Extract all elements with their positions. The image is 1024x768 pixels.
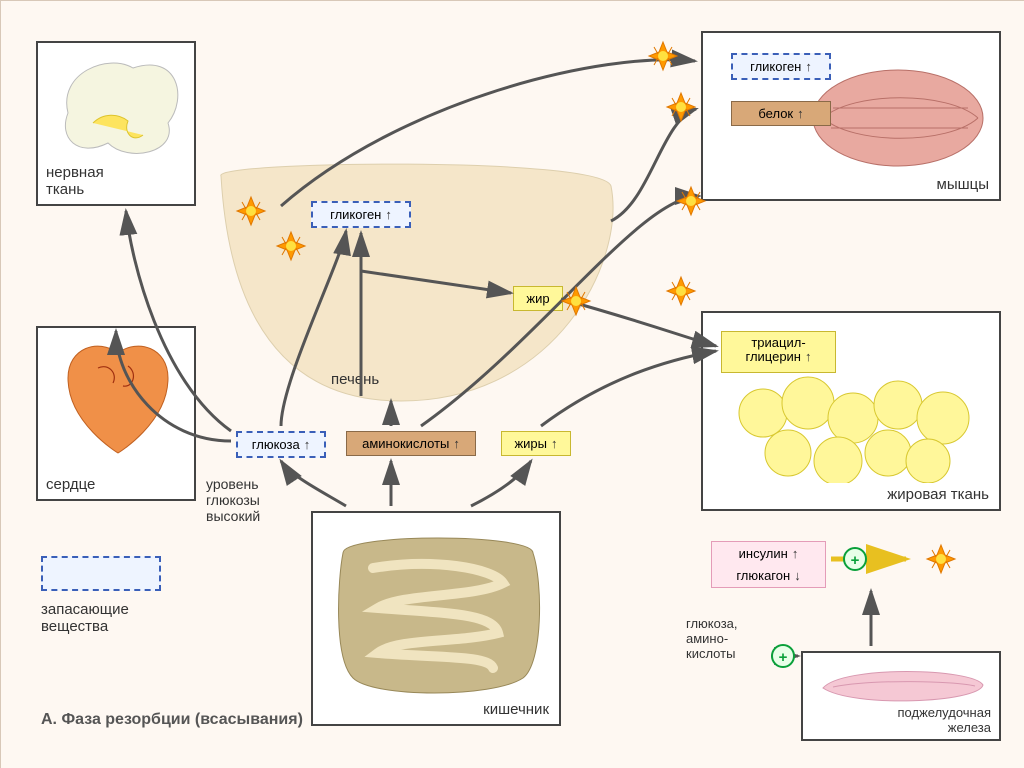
intestine-icon [313,513,563,698]
tag-protein-muscle-text: белок [758,106,793,121]
tag-tag-adipose: триацил- глицерин↑ [721,331,836,373]
tag-fat-liver-text: жир [526,291,549,306]
diagram-canvas: нервная ткань сердце печень мышцы [0,0,1024,768]
tag-glycogen-liver-text: гликоген [330,207,381,222]
tag-glucose: глюкоза↑ [236,431,326,458]
muscle-label: мышцы [937,176,990,193]
brain-box: нервная ткань [36,41,196,206]
heart-icon [38,328,198,468]
tag-glycogen-muscle: гликоген↑ [731,53,831,80]
tag-fat-liver: жир [513,286,563,311]
tag-amino: аминокислоты↑ [346,431,476,456]
tag-glycogen-liver: гликоген↑ [311,201,411,228]
legend-storage-text: запасающие вещества [41,601,129,635]
svg-text:+: + [779,649,788,666]
tag-glucagon-text: глюкагон [736,568,790,583]
gluc-amino-label: глюкоза, амино- кислоты [686,616,738,661]
tag-tag-adipose-text: триацил- глицерин [745,335,805,364]
heart-box: сердце [36,326,196,501]
diagram-title: А. Фаза резорбции (всасывания) [41,711,303,729]
adipose-label: жировая ткань [887,486,989,503]
liver-label: печень [331,371,379,388]
pancreas-label: поджелудочная железа [898,705,991,735]
brain-icon [38,43,198,173]
tag-protein-muscle: белок↑ [731,101,831,126]
brain-label: нервная ткань [46,164,104,198]
tag-fats: жиры↑ [501,431,571,456]
glucose-level-label: уровень глюкозы высокий [206,476,260,524]
tag-glucose-text: глюкоза [252,437,300,452]
svg-text:+: + [851,552,860,569]
intestine-box: кишечник [311,511,561,726]
tag-fats-text: жиры [514,436,547,451]
tag-insulin: инсулин↑ [711,541,826,565]
legend-storage-box [41,556,161,591]
tag-amino-text: аминокислоты [362,436,449,451]
tag-glycogen-muscle-text: гликоген [750,59,801,74]
tag-insulin-text: инсулин [739,546,788,561]
tag-glucagon: глюкагон↓ [711,564,826,588]
pancreas-box: поджелудочная железа [801,651,1001,741]
intestine-label: кишечник [483,701,549,718]
heart-label: сердце [46,476,95,493]
